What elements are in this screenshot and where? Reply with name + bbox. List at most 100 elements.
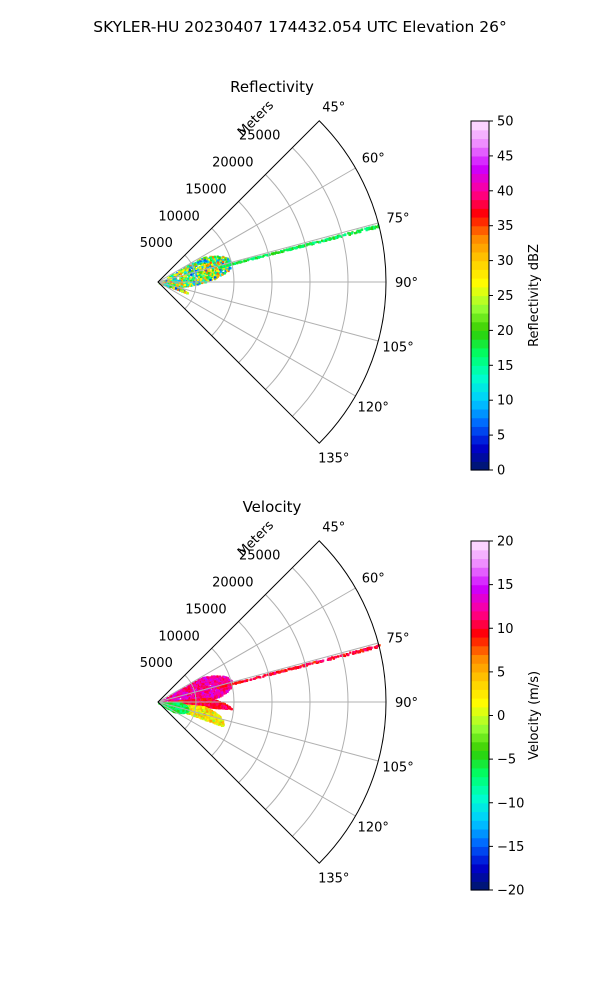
echo-gate bbox=[198, 686, 201, 689]
echo-gate bbox=[206, 276, 209, 279]
echo-gate bbox=[333, 237, 336, 240]
echo-gate bbox=[317, 241, 320, 244]
echo-gate bbox=[200, 704, 203, 707]
colorbar-segment bbox=[471, 260, 489, 270]
colorbar-segment bbox=[471, 208, 489, 218]
echo-gate bbox=[193, 279, 196, 282]
echo-gate bbox=[219, 266, 222, 269]
echo-gate bbox=[196, 281, 199, 285]
echo-gate bbox=[233, 262, 236, 265]
colorbar-segment bbox=[471, 225, 489, 236]
echo-gate bbox=[188, 700, 191, 703]
echo-gate bbox=[211, 704, 214, 707]
echo-gate bbox=[197, 271, 200, 274]
echo-gate bbox=[246, 259, 249, 262]
range-tick-label: 5000 bbox=[140, 236, 173, 251]
echo-gate bbox=[184, 271, 187, 274]
echo-gate bbox=[189, 702, 192, 705]
echo-gate bbox=[203, 261, 206, 264]
echo-gate bbox=[182, 270, 185, 273]
colorbar-segment bbox=[471, 347, 489, 358]
echo-gate bbox=[179, 691, 183, 695]
echo-gate bbox=[225, 269, 229, 272]
echo-gate bbox=[212, 683, 215, 686]
echo-gate bbox=[188, 275, 191, 278]
echo-gate bbox=[205, 272, 208, 275]
colorbar-segment bbox=[471, 278, 489, 288]
echo-gate bbox=[216, 703, 219, 706]
echo-gate bbox=[255, 256, 258, 259]
echo-gate bbox=[174, 692, 177, 695]
echo-gate bbox=[216, 272, 219, 275]
echo-gate bbox=[186, 282, 189, 285]
echo-gate bbox=[203, 259, 207, 262]
echo-gate bbox=[271, 252, 274, 255]
colorbar-tick-label: 10 bbox=[497, 394, 514, 409]
echo-gate bbox=[223, 267, 226, 270]
echo-gate bbox=[214, 271, 217, 274]
echo-gate bbox=[216, 693, 219, 697]
echo-gate bbox=[209, 685, 212, 689]
azimuth-tick-label: 75° bbox=[387, 212, 410, 227]
echo-gate bbox=[186, 691, 189, 695]
echo-gate bbox=[190, 702, 193, 705]
echo-gate bbox=[203, 677, 206, 680]
echo-gate bbox=[191, 682, 194, 685]
echo-gate bbox=[232, 263, 235, 266]
echo-gate bbox=[187, 687, 190, 690]
echo-gate bbox=[221, 262, 224, 265]
echo-gate bbox=[164, 700, 167, 703]
echo-gate bbox=[192, 263, 195, 266]
echo-gate bbox=[183, 271, 186, 274]
echo-gate bbox=[201, 274, 204, 278]
azimuth-spoke bbox=[157, 281, 356, 397]
echo-gate bbox=[224, 678, 227, 681]
echo-gate bbox=[171, 280, 174, 283]
azimuth-tick-label: 135° bbox=[318, 452, 349, 467]
echo-gate bbox=[221, 676, 224, 679]
echo-gate bbox=[203, 265, 206, 268]
echo-gate bbox=[168, 279, 171, 282]
echo-gate bbox=[219, 682, 222, 685]
colorbar-segment bbox=[471, 400, 489, 410]
echo-gate bbox=[213, 273, 216, 277]
echo-gate bbox=[173, 697, 177, 700]
echo-gate bbox=[169, 278, 172, 281]
echo-gate bbox=[216, 690, 219, 693]
azimuth-tick-label: 60° bbox=[362, 152, 385, 167]
echo-gate bbox=[195, 263, 198, 266]
echo-gate bbox=[210, 274, 213, 277]
echo-gate bbox=[286, 249, 289, 252]
echo-gate bbox=[189, 699, 192, 702]
colorbar-segment bbox=[471, 295, 489, 305]
echo-gate bbox=[189, 280, 192, 283]
echo-gate bbox=[221, 691, 224, 694]
echo-gate bbox=[361, 228, 364, 231]
echo-gate bbox=[190, 273, 193, 276]
echo-gate bbox=[229, 686, 232, 689]
echo-gate bbox=[201, 266, 204, 269]
echo-gate bbox=[225, 260, 228, 263]
echo-gate bbox=[280, 250, 284, 254]
echo-gate bbox=[223, 676, 226, 679]
echo-gate bbox=[210, 695, 213, 698]
colorbar-tick-label: 35 bbox=[497, 219, 514, 234]
echo-gate bbox=[220, 689, 223, 692]
echo-gate bbox=[215, 269, 218, 272]
echo-gate bbox=[195, 262, 198, 265]
echo-gate bbox=[212, 686, 215, 689]
echo-gate bbox=[166, 282, 169, 285]
echo-gate bbox=[215, 691, 218, 694]
echo-gate bbox=[208, 677, 211, 680]
echo-gate bbox=[165, 697, 169, 700]
echo-gate bbox=[223, 703, 226, 706]
echo-gate bbox=[192, 282, 195, 285]
echo-gate bbox=[200, 264, 203, 267]
echo-gate bbox=[365, 229, 368, 232]
echo-gate bbox=[190, 690, 193, 694]
echo-gate bbox=[173, 694, 176, 697]
colorbar-segment bbox=[471, 374, 489, 384]
echo-gate bbox=[220, 693, 223, 696]
echo-gate bbox=[377, 226, 380, 229]
echo-gate bbox=[205, 694, 208, 697]
